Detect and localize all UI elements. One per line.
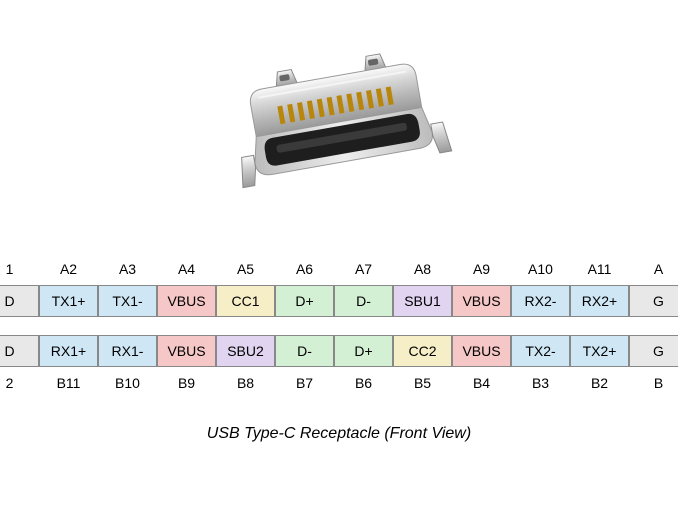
pin-signal-cell: VBUS	[452, 335, 511, 367]
pin-number-label: A2	[39, 255, 98, 283]
pin-signal-cell: VBUS	[452, 285, 511, 317]
pin-number-label: A10	[511, 255, 570, 283]
pin-signal-cell: CC1	[216, 285, 275, 317]
row-a-pin-numbers: 1A2A3A4A5A6A7A8A9A10A11A	[0, 255, 678, 283]
pin-number-label: B4	[452, 369, 511, 397]
pin-signal-cell: RX2-	[511, 285, 570, 317]
pin-signal-cell: D+	[275, 285, 334, 317]
pin-number-label: B3	[511, 369, 570, 397]
caption: USB Type-C Receptacle (Front View)	[0, 425, 678, 443]
pin-signal-cell: G	[629, 285, 678, 317]
pin-number-label: B2	[570, 369, 629, 397]
pin-number-label: B9	[157, 369, 216, 397]
pin-number-label: A7	[334, 255, 393, 283]
pin-number-label: B7	[275, 369, 334, 397]
pin-number-label: A9	[452, 255, 511, 283]
pin-signal-cell: D-	[334, 285, 393, 317]
pin-number-label: B5	[393, 369, 452, 397]
pin-signal-cell: G	[629, 335, 678, 367]
pin-number-label: B8	[216, 369, 275, 397]
pin-signal-cell: D	[0, 285, 39, 317]
pin-signal-cell: RX2+	[570, 285, 629, 317]
pin-signal-cell: VBUS	[157, 335, 216, 367]
pin-signal-cell: VBUS	[157, 285, 216, 317]
pin-signal-cell: TX1-	[98, 285, 157, 317]
pin-signal-cell: D	[0, 335, 39, 367]
pin-number-label: A8	[393, 255, 452, 283]
pin-signal-cell: CC2	[393, 335, 452, 367]
usb-c-connector-image	[209, 40, 469, 205]
pin-signal-cell: RX1+	[39, 335, 98, 367]
pin-signal-cell: D-	[275, 335, 334, 367]
pin-signal-cell: D+	[334, 335, 393, 367]
pin-signal-cell: SBU2	[216, 335, 275, 367]
pin-number-label: B	[629, 369, 678, 397]
pin-number-label: A6	[275, 255, 334, 283]
row-b-pin-signals: DRX1+RX1-VBUSSBU2D-D+CC2VBUSTX2-TX2+G	[0, 335, 678, 367]
pin-number-label: 1	[0, 255, 39, 283]
pin-signal-cell: TX2+	[570, 335, 629, 367]
pin-signal-cell: TX2-	[511, 335, 570, 367]
pin-number-label: A3	[98, 255, 157, 283]
row-b-pin-numbers: 2B11B10B9B8B7B6B5B4B3B2B	[0, 369, 678, 397]
pin-number-label: B10	[98, 369, 157, 397]
pin-number-label: A5	[216, 255, 275, 283]
pin-number-label: A	[629, 255, 678, 283]
row-a-pin-signals: DTX1+TX1-VBUSCC1D+D-SBU1VBUSRX2-RX2+G	[0, 285, 678, 317]
pin-signal-cell: RX1-	[98, 335, 157, 367]
pin-signal-cell: SBU1	[393, 285, 452, 317]
pin-number-label: B6	[334, 369, 393, 397]
pin-signal-cell: TX1+	[39, 285, 98, 317]
pin-number-label: A11	[570, 255, 629, 283]
pin-number-label: B11	[39, 369, 98, 397]
pin-number-label: 2	[0, 369, 39, 397]
pin-number-label: A4	[157, 255, 216, 283]
pinout-table: 1A2A3A4A5A6A7A8A9A10A11A DTX1+TX1-VBUSCC…	[0, 255, 678, 443]
